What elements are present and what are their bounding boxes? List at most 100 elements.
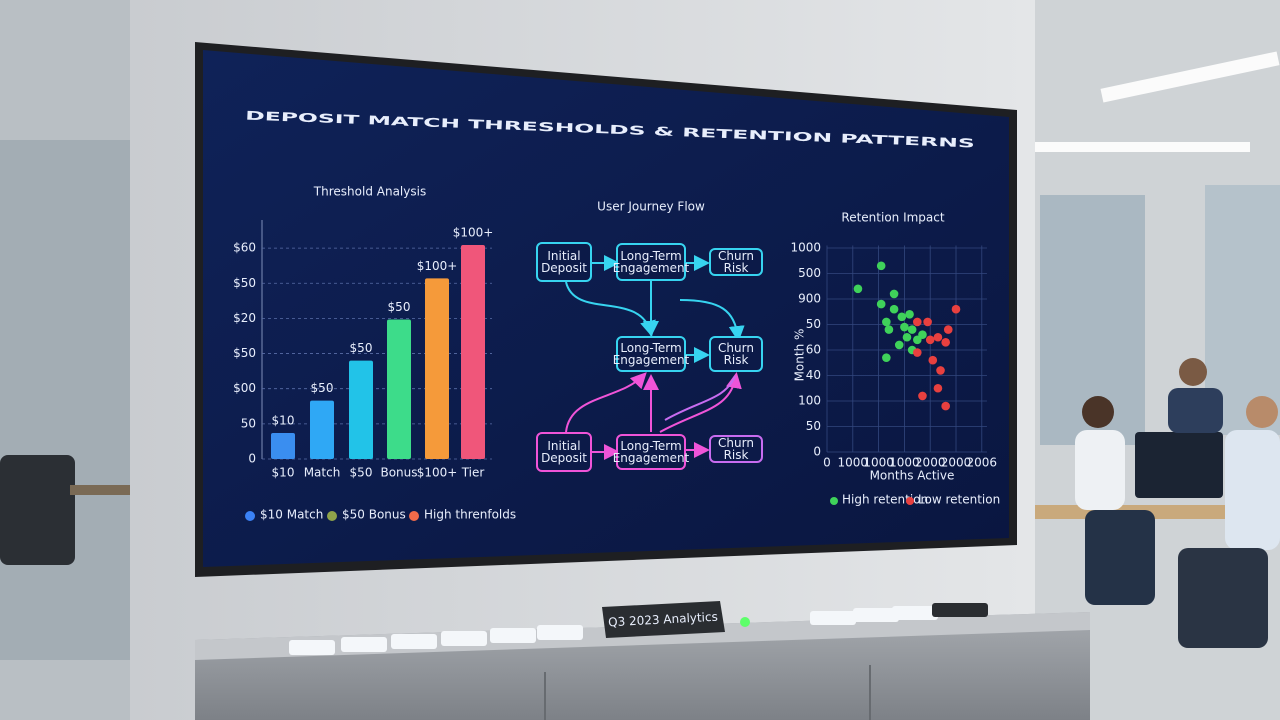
- x-tick-label: $50: [350, 466, 373, 480]
- person: [1178, 548, 1268, 648]
- bar: [387, 319, 411, 459]
- point: [913, 317, 922, 327]
- y-tick-label: 50: [806, 419, 821, 433]
- flow-node: [616, 336, 686, 372]
- plate-text: Q3 2023 Analytics: [608, 610, 718, 630]
- point: [882, 353, 891, 362]
- legend-label: High threnfolds: [424, 508, 516, 522]
- legend-swatch: [327, 511, 337, 521]
- y-tick-label: $00: [233, 381, 256, 395]
- point: [902, 332, 912, 342]
- x-tick-label: $10: [272, 466, 295, 480]
- bar: [349, 360, 373, 459]
- point: [925, 335, 935, 345]
- flow-diagram: Initial Deposit Long-Term Engagement Churn Ri…: [536, 242, 763, 472]
- x-tick-label: 2000: [941, 456, 972, 470]
- y-tick-label: 50: [806, 317, 821, 331]
- x-tick-label: 0: [823, 456, 831, 470]
- point: [907, 325, 917, 334]
- point: [889, 289, 899, 299]
- person: [1085, 510, 1155, 605]
- chair: [0, 455, 75, 565]
- bar: [271, 432, 295, 459]
- chart-title: Threshold Analysis: [313, 185, 426, 199]
- point: [882, 317, 891, 327]
- legend-label: $10 Match: [260, 508, 323, 522]
- flow-node-label: Long-Term Engagement: [613, 249, 690, 275]
- point: [941, 401, 950, 411]
- bar-annotation: $50: [388, 300, 411, 314]
- chart-title: Retention Impact: [841, 211, 944, 225]
- y-tick-label: $20: [233, 311, 256, 325]
- legend-label: $50 Bonus: [342, 508, 406, 522]
- point: [933, 383, 943, 393]
- legend-label: Low retention: [918, 493, 1000, 507]
- flow-node-label: Long-Term Engagement: [613, 439, 690, 465]
- point: [936, 366, 945, 375]
- y-axis-label: Month %: [793, 329, 807, 382]
- point: [853, 284, 863, 294]
- plate: [602, 601, 725, 638]
- point: [943, 325, 953, 334]
- x-tick-label: $100+: [417, 466, 458, 480]
- point: [889, 304, 899, 314]
- point: [900, 322, 909, 332]
- y-tick-label: 40: [806, 368, 821, 382]
- legend-label: High retention: [842, 493, 928, 507]
- y-tick-label: 60: [806, 343, 821, 357]
- person: [1225, 430, 1280, 550]
- point: [897, 312, 907, 322]
- point: [905, 310, 914, 319]
- x-tick-label: Tier: [461, 466, 485, 480]
- ceiling-light: [1035, 142, 1250, 152]
- y-tick-label: $60: [233, 241, 256, 255]
- x-tick-label: 1000: [863, 456, 894, 470]
- flow-node-label: Churn Risk: [718, 249, 754, 275]
- x-tick-label: 1000: [838, 456, 869, 470]
- point: [918, 391, 927, 401]
- glass-wall: [0, 140, 130, 660]
- flow-node: [709, 336, 763, 372]
- point: [876, 299, 886, 309]
- point: [923, 317, 932, 327]
- bar-annotation: $10: [272, 413, 295, 427]
- legend-swatch: [409, 511, 419, 521]
- x-tick-label: Match: [304, 466, 341, 480]
- flow-node-label: Churn Risk: [718, 341, 754, 367]
- x-axis-label: Months Active: [870, 469, 955, 483]
- point: [951, 304, 961, 314]
- person: [1082, 396, 1114, 428]
- flow-node-label: Long-Term Engagement: [613, 341, 690, 367]
- flow-node-label: Churn Risk: [718, 436, 754, 462]
- point: [918, 330, 927, 340]
- y-tick-label: 50: [241, 416, 256, 430]
- x-tick-label: 1000: [889, 456, 920, 470]
- point: [928, 355, 938, 365]
- desk: [70, 485, 130, 495]
- buttons: [289, 603, 988, 655]
- legend-swatch: [830, 497, 838, 505]
- legend-swatch: [906, 497, 914, 505]
- y-tick-label: 0: [813, 445, 821, 459]
- flow-node-label: Initial Deposit: [541, 439, 587, 465]
- bar-annotation: $100+: [417, 259, 458, 273]
- point: [913, 348, 922, 357]
- x-tick-label: Bonus: [380, 466, 417, 480]
- flow-node: [709, 435, 763, 463]
- flow-node-label: Initial Deposit: [541, 249, 587, 275]
- y-tick-label: 500: [798, 266, 821, 280]
- bar-annotation: $50: [311, 381, 334, 395]
- point: [884, 325, 894, 334]
- y-tick-label: 1000: [790, 241, 821, 255]
- person: [1168, 388, 1223, 433]
- point: [876, 261, 886, 271]
- y-tick-label: $50: [233, 346, 256, 360]
- y-tick-label: 0: [248, 452, 256, 466]
- ceiling-light: [1100, 51, 1280, 103]
- flow-node: [616, 243, 686, 281]
- y-tick-label: 900: [798, 292, 821, 306]
- person: [1075, 430, 1125, 510]
- monitor: [1135, 432, 1223, 498]
